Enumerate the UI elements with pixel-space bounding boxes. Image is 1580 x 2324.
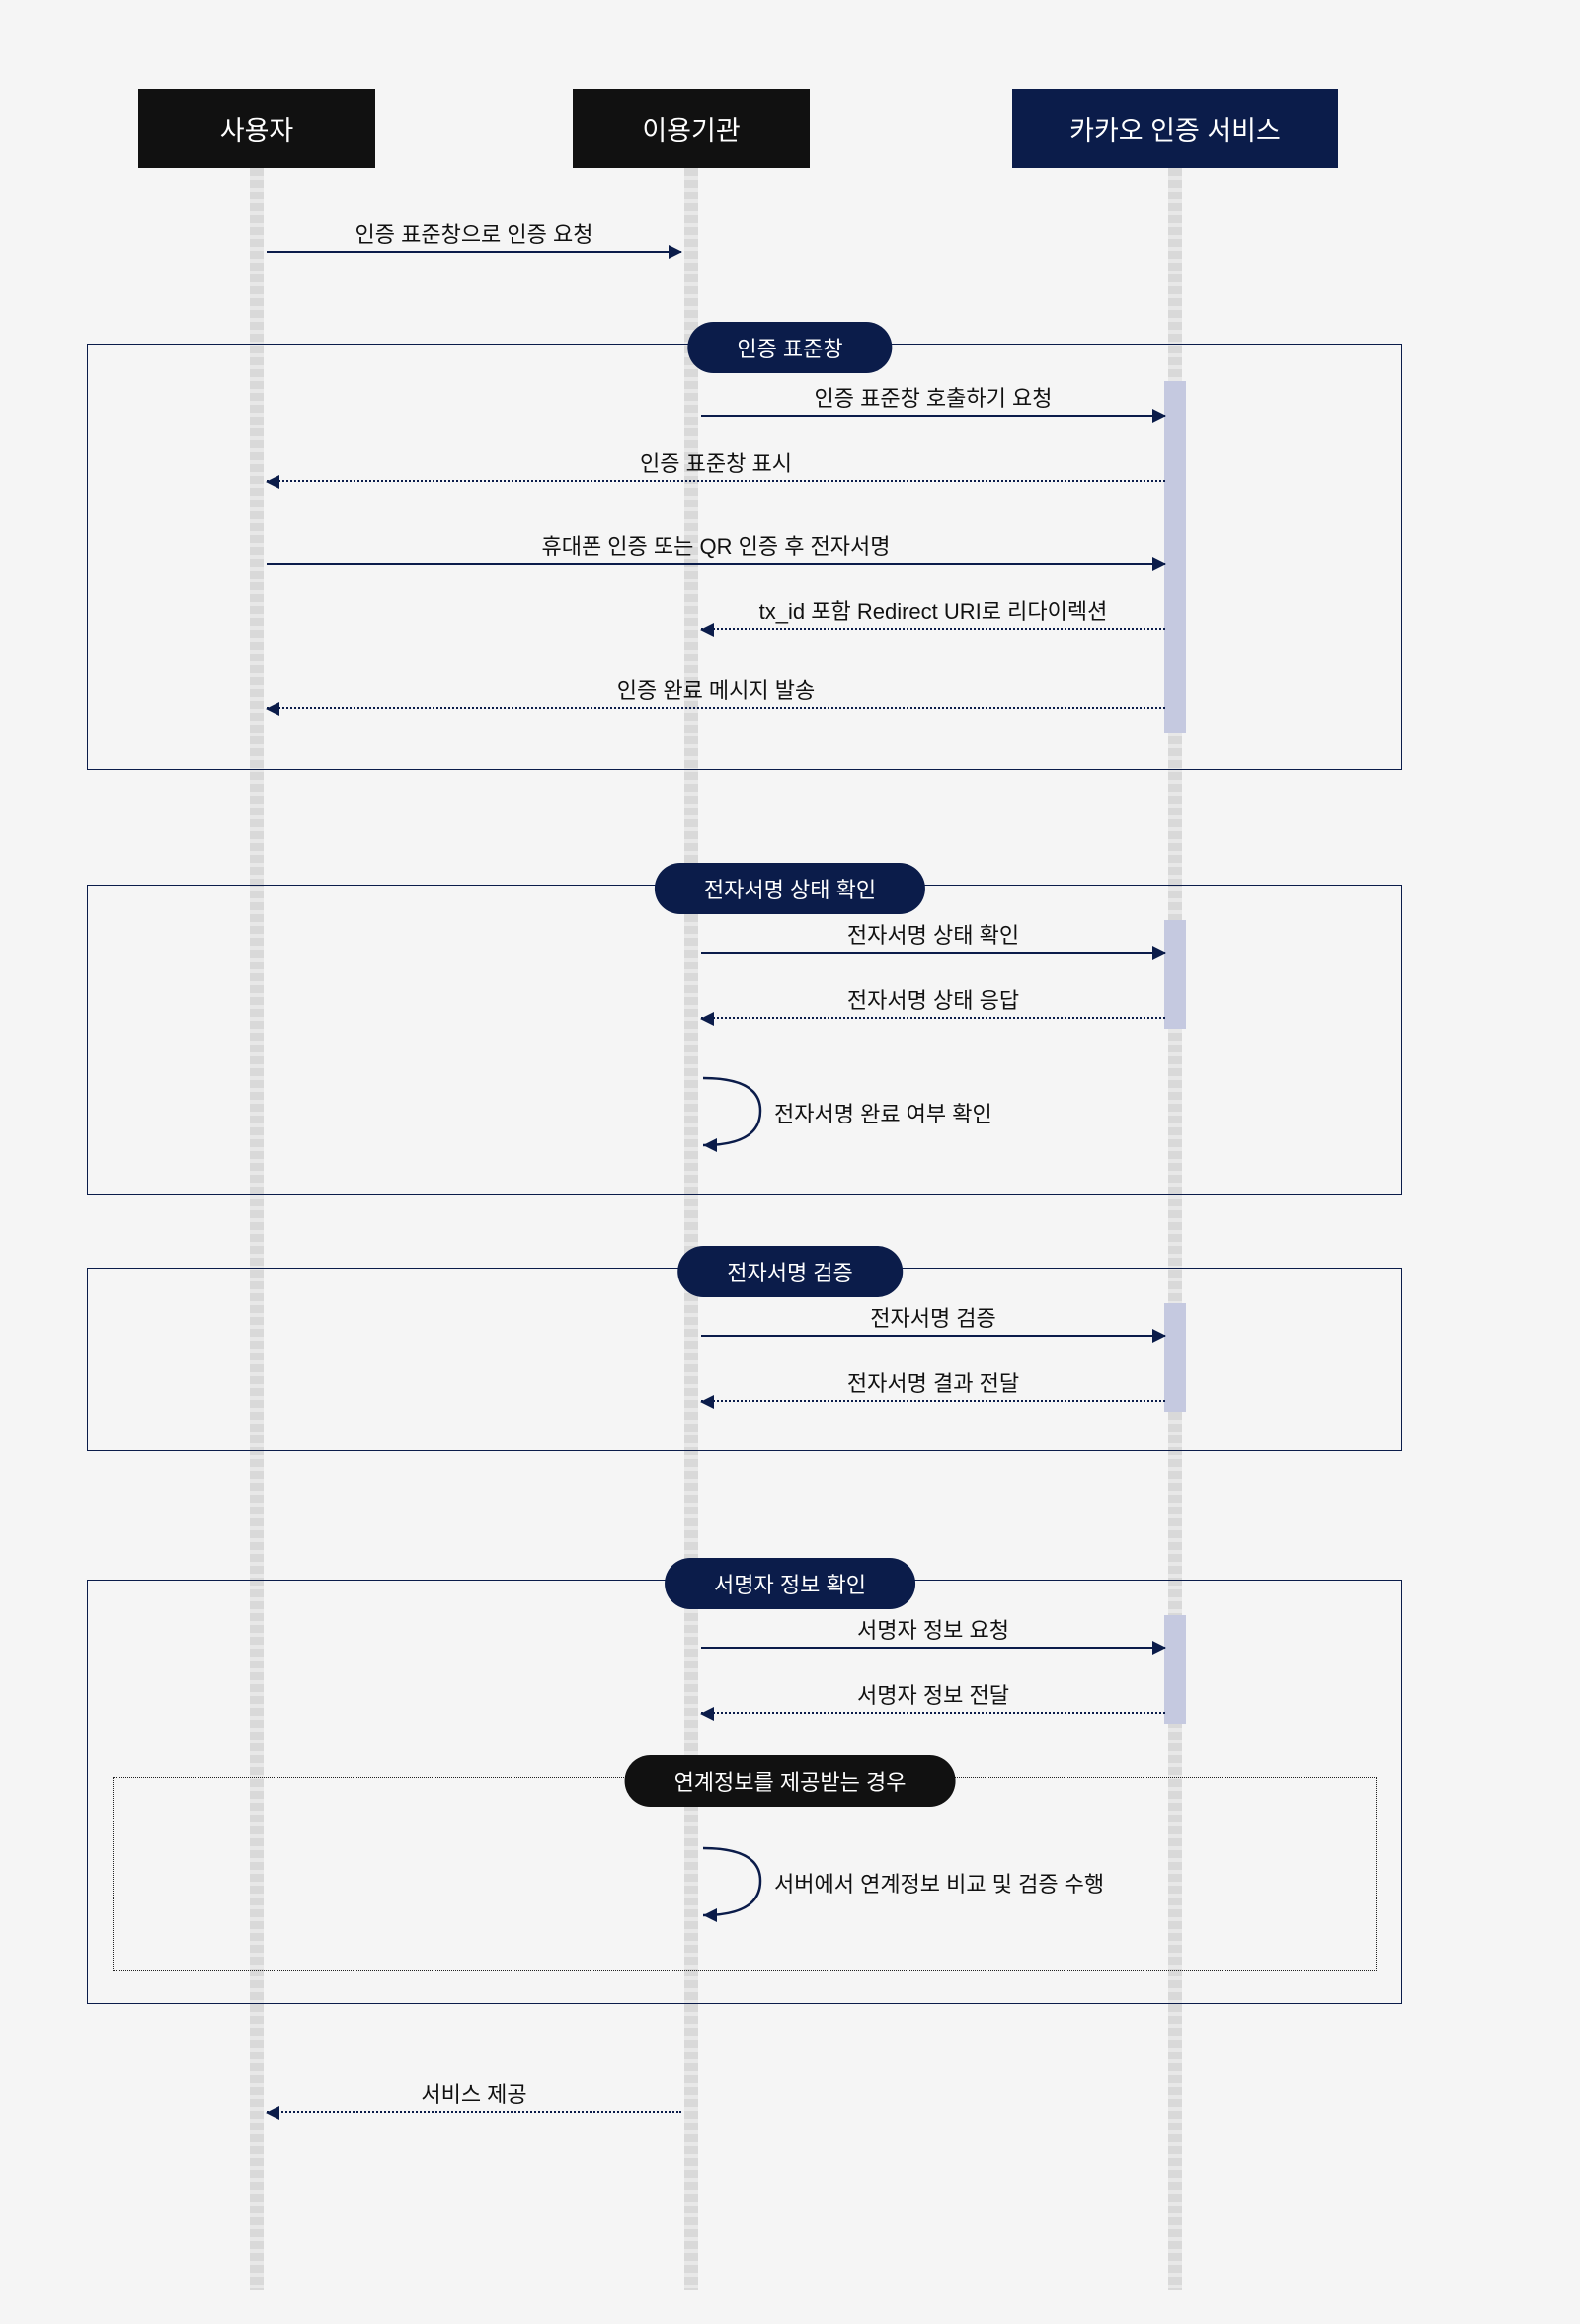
actor-inst: 이용기관 [573,89,810,168]
message-label: 인증 완료 메시지 발송 [617,673,816,705]
group-label: 인증 표준창 [687,322,892,373]
message-arrow [701,415,1165,417]
group-label: 전자서명 상태 확인 [655,863,925,914]
actor-user: 사용자 [138,89,375,168]
group-label: 서명자 정보 확인 [665,1558,915,1609]
message-arrow [267,251,681,253]
actor-kakao: 카카오 인증 서비스 [1012,89,1338,168]
self-message-label: 전자서명 완료 여부 확인 [774,1097,992,1128]
message-arrow [701,952,1165,954]
message-label: 인증 표준창 호출하기 요청 [815,381,1053,413]
message-arrow [267,2111,681,2113]
message-arrow [701,1335,1165,1337]
message-label: tx_id 포함 Redirect URI로 리다이렉션 [759,594,1108,626]
sequence-diagram: 인증 표준창전자서명 상태 확인전자서명 검증서명자 정보 확인연계정보를 제공… [0,0,1580,2324]
message-arrow [267,707,1165,709]
message-arrow [701,628,1165,630]
message-arrow [267,480,1165,482]
message-label: 서명자 정보 전달 [857,1678,1009,1710]
message-arrow [267,563,1165,565]
self-message [701,1076,780,1170]
message-label: 전자서명 검증 [870,1301,996,1333]
message-label: 인증 표준창으로 인증 요청 [356,217,593,249]
message-arrow [701,1400,1165,1402]
message-arrow [701,1712,1165,1714]
message-label: 전자서명 상태 확인 [847,918,1019,950]
message-arrow [701,1647,1165,1649]
message-label: 전자서명 결과 전달 [847,1366,1019,1398]
group-label: 연계정보를 제공받는 경우 [625,1755,956,1807]
message-label: 전자서명 상태 응답 [847,983,1019,1015]
message-label: 인증 표준창 표시 [640,446,792,478]
self-message-label: 서버에서 연계정보 비교 및 검증 수행 [774,1867,1104,1898]
self-message [701,1846,780,1940]
message-label: 서명자 정보 요청 [857,1613,1009,1645]
group-label: 전자서명 검증 [677,1246,903,1297]
message-label: 휴대폰 인증 또는 QR 인증 후 전자서명 [541,529,890,561]
message-label: 서비스 제공 [421,2077,526,2109]
message-arrow [701,1017,1165,1019]
